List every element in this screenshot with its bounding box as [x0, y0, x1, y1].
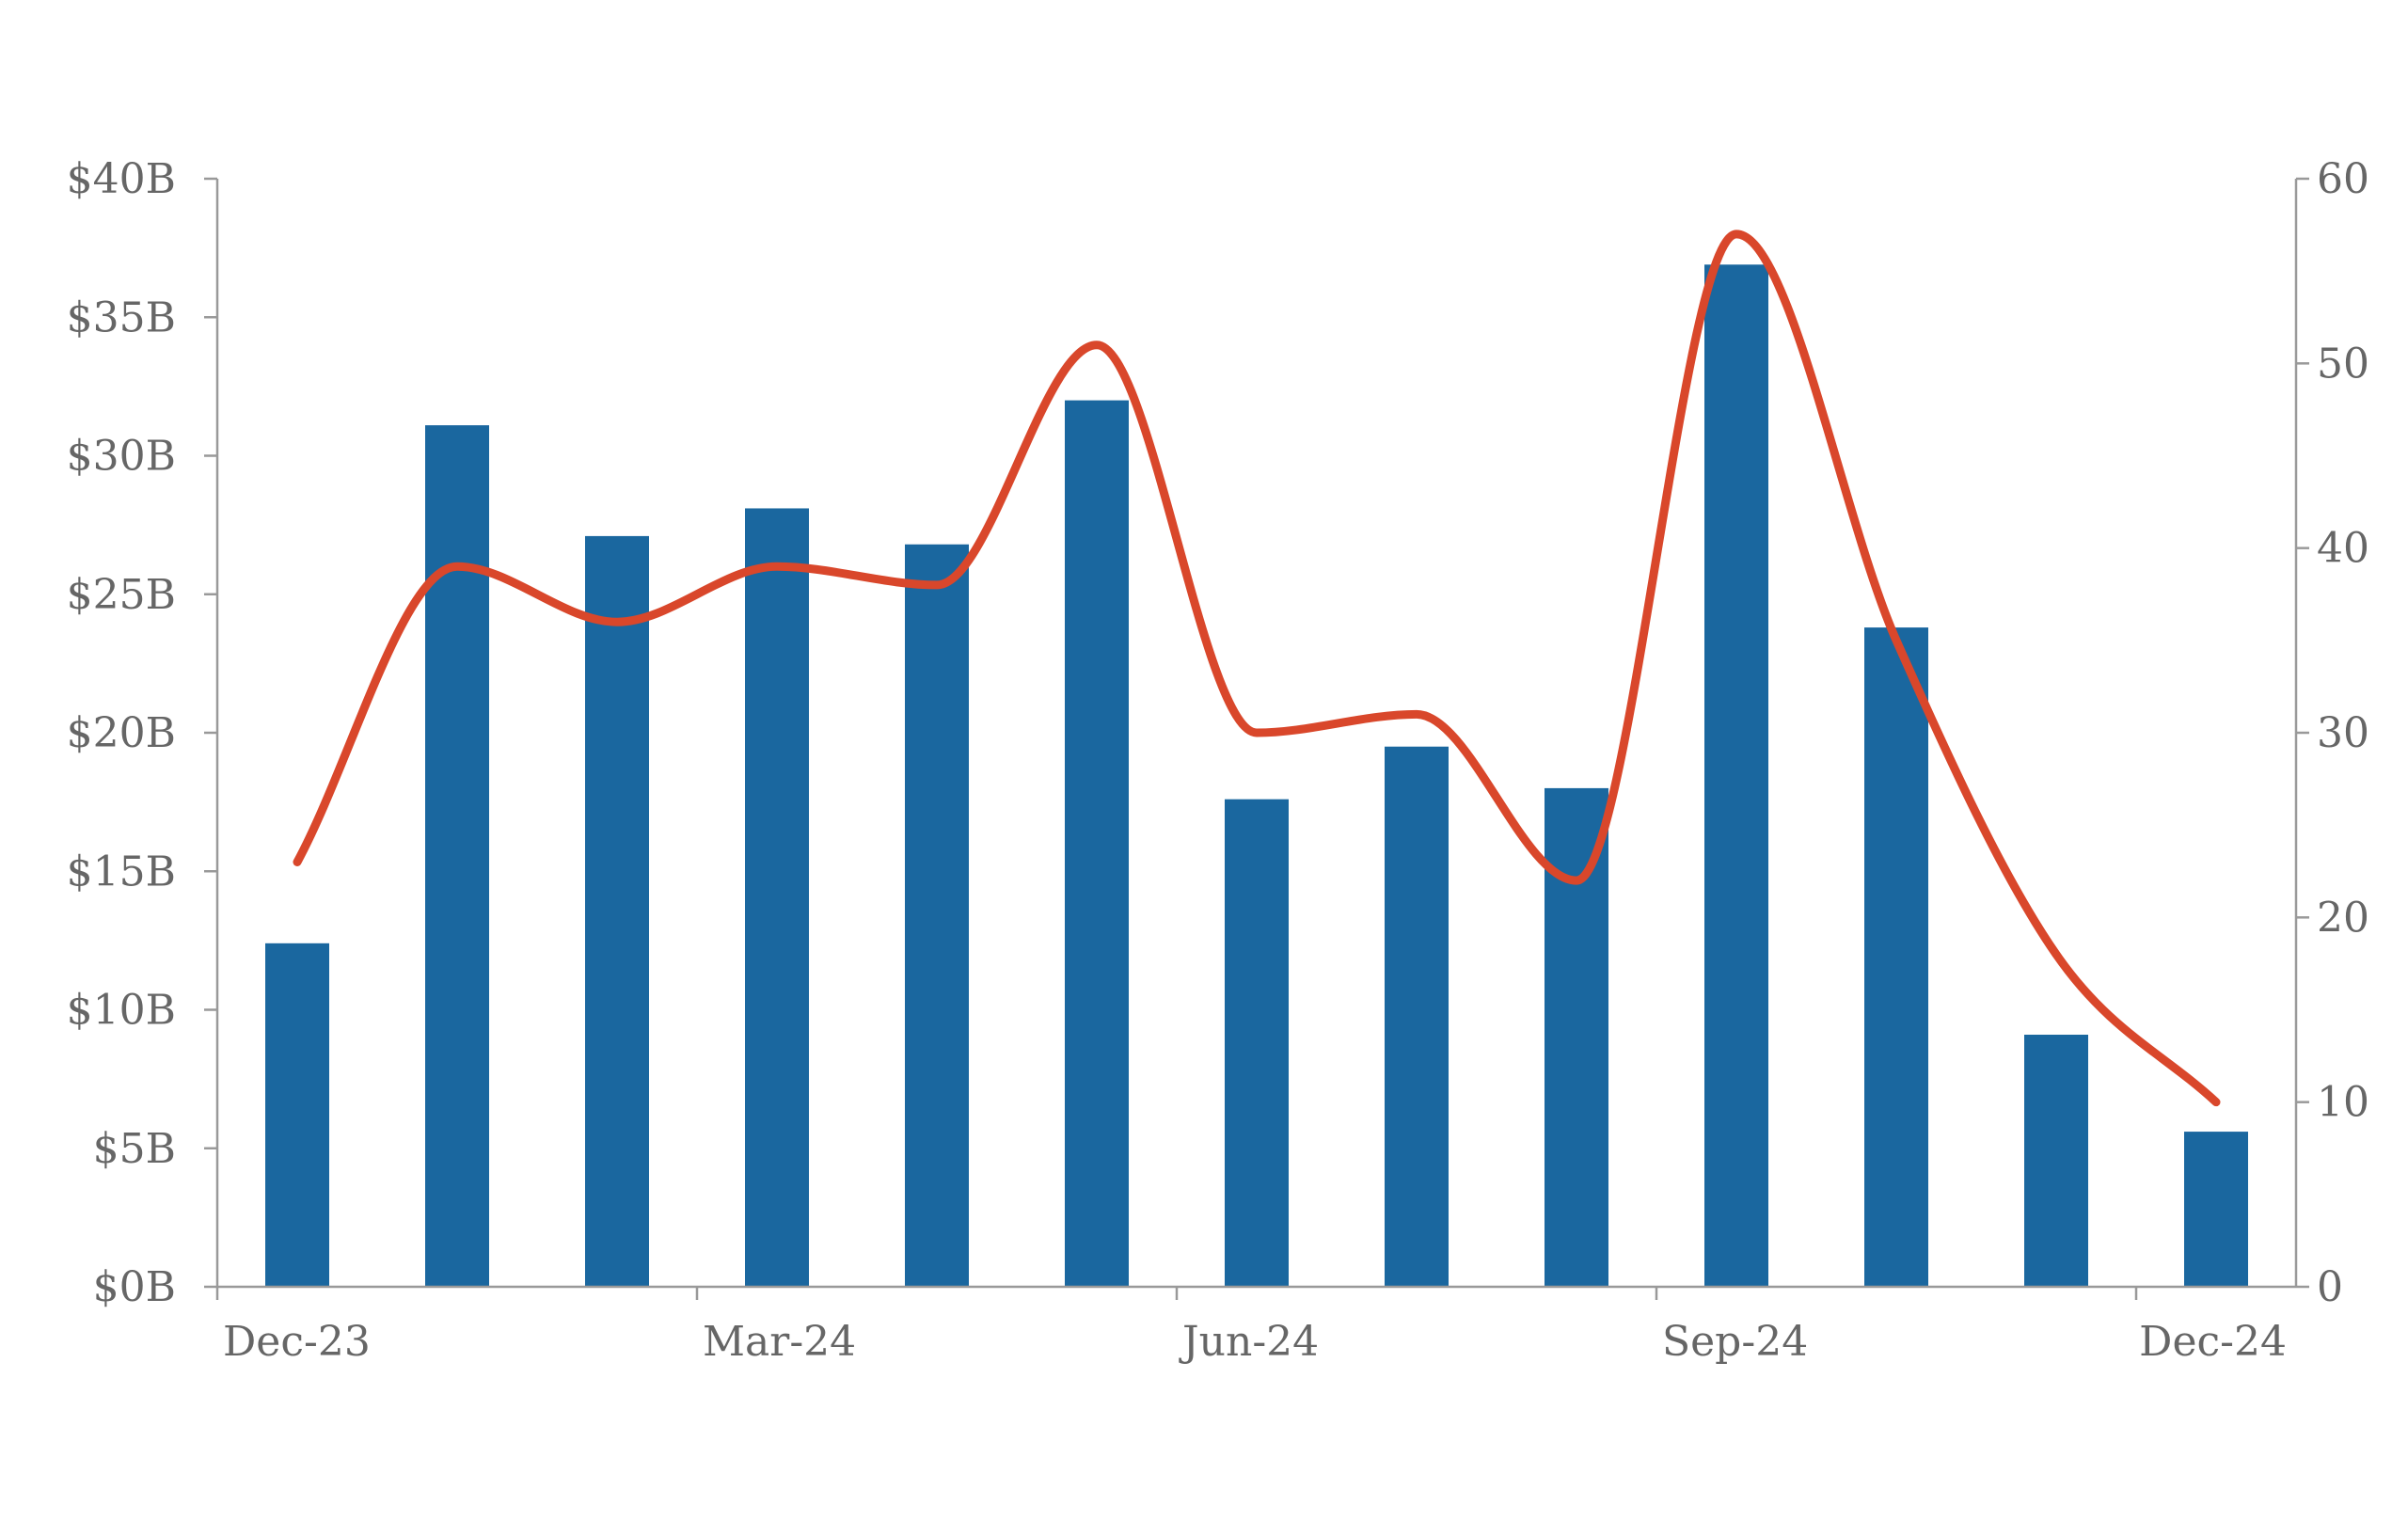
- line-series: [293, 230, 2221, 1107]
- right-y-tick-label: 30: [2317, 709, 2369, 757]
- axes-layer: $0B $5B $10B $15B $20B $25B $30B $35B $40B 0 10 20 3…: [67, 155, 2369, 1366]
- bar-dec-23: [265, 943, 329, 1287]
- bar-jan-24: [425, 425, 489, 1288]
- left-y-tick-label: $25B: [67, 571, 176, 619]
- bar-oct-24: [1864, 627, 1928, 1287]
- bar-mar-24: [745, 508, 809, 1287]
- x-tick-label: Jun-24: [1179, 1318, 1319, 1366]
- left-y-tick-label: $40B: [67, 155, 176, 203]
- bar-apr-24: [905, 544, 969, 1287]
- x-tick-label: Dec-23: [223, 1318, 371, 1366]
- left-y-tick-label: $5B: [93, 1125, 176, 1173]
- bars-layer: [265, 264, 2248, 1288]
- bar-may-24: [1065, 400, 1129, 1288]
- x-tick-label: Dec-24: [2139, 1318, 2287, 1366]
- bar-jun-24: [1225, 799, 1289, 1287]
- left-y-tick-label: $15B: [67, 848, 176, 895]
- right-y-tick-label: 50: [2317, 340, 2369, 388]
- bar-jul-24: [1385, 746, 1449, 1287]
- right-y-tick-label: 0: [2317, 1263, 2343, 1311]
- x-tick-label: Mar-24: [703, 1318, 856, 1366]
- right-y-tick-label: 10: [2317, 1079, 2369, 1127]
- right-y-tick-label: 60: [2317, 155, 2369, 203]
- line-layer: [293, 230, 2221, 1107]
- right-y-tick-label: 20: [2317, 894, 2369, 942]
- left-y-tick-label: $20B: [67, 709, 176, 757]
- left-y-tick-label: $35B: [67, 293, 176, 341]
- bar-nov-24: [2024, 1035, 2088, 1287]
- bar-aug-24: [1545, 787, 1608, 1287]
- left-y-tick-label: $0B: [93, 1263, 176, 1311]
- right-y-tick-label: 40: [2317, 525, 2369, 573]
- x-tick-label: Sep-24: [1662, 1318, 1808, 1366]
- bar-sep-24: [1704, 264, 1768, 1287]
- bar-feb-24: [585, 535, 649, 1287]
- bar-dec-24: [2184, 1132, 2248, 1287]
- left-y-tick-label: $30B: [67, 433, 176, 481]
- left-y-tick-label: $10B: [67, 987, 176, 1035]
